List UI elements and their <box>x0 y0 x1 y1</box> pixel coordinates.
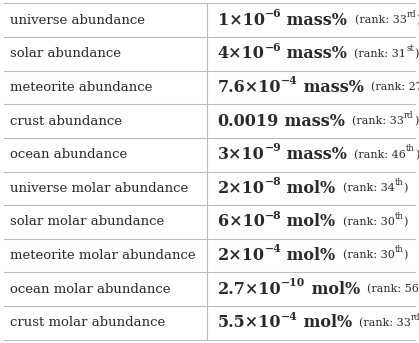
Text: meteorite abundance: meteorite abundance <box>10 81 153 94</box>
Text: th: th <box>395 178 403 187</box>
Text: solar abundance: solar abundance <box>10 47 122 60</box>
Text: mol%: mol% <box>281 180 336 197</box>
Text: −6: −6 <box>264 42 281 52</box>
Text: mol%: mol% <box>281 247 336 264</box>
Text: ocean molar abundance: ocean molar abundance <box>10 283 171 296</box>
Text: 2×10: 2×10 <box>218 180 265 197</box>
Text: (rank: 46: (rank: 46 <box>354 150 406 160</box>
Text: −8: −8 <box>265 176 281 187</box>
Text: rd: rd <box>404 111 414 120</box>
Text: mol%: mol% <box>305 281 360 298</box>
Text: 4×10: 4×10 <box>218 45 264 62</box>
Text: ): ) <box>415 150 419 160</box>
Text: mass%: mass% <box>281 12 347 29</box>
Text: ): ) <box>416 15 419 25</box>
Text: (rank: 33: (rank: 33 <box>352 116 404 126</box>
Text: 6×10: 6×10 <box>218 213 264 230</box>
Text: ocean abundance: ocean abundance <box>10 148 128 161</box>
Text: −8: −8 <box>264 210 281 221</box>
Text: rd: rd <box>411 312 419 321</box>
Text: crust molar abundance: crust molar abundance <box>10 316 166 329</box>
Text: st: st <box>406 44 414 52</box>
Text: (rank: 31: (rank: 31 <box>354 49 406 59</box>
Text: mass%: mass% <box>281 146 347 163</box>
Text: ): ) <box>414 116 418 126</box>
Text: −4: −4 <box>265 243 281 254</box>
Text: (rank: 56: (rank: 56 <box>367 284 419 294</box>
Text: (rank: 33: (rank: 33 <box>360 318 411 328</box>
Text: mol%: mol% <box>298 314 352 331</box>
Text: th: th <box>395 245 403 254</box>
Text: mass%: mass% <box>279 113 345 130</box>
Text: rd: rd <box>406 10 416 19</box>
Text: 2.7×10: 2.7×10 <box>218 281 281 298</box>
Text: ): ) <box>414 49 419 59</box>
Text: 3×10: 3×10 <box>218 146 264 163</box>
Text: (rank: 30: (rank: 30 <box>343 250 395 261</box>
Text: th: th <box>395 212 403 221</box>
Text: −4: −4 <box>281 310 298 321</box>
Text: 7.6×10: 7.6×10 <box>218 79 281 96</box>
Text: −9: −9 <box>264 142 281 153</box>
Text: (rank: 27: (rank: 27 <box>371 82 419 93</box>
Text: mass%: mass% <box>298 79 364 96</box>
Text: meteorite molar abundance: meteorite molar abundance <box>10 249 196 262</box>
Text: 1×10: 1×10 <box>218 12 265 29</box>
Text: th: th <box>406 144 415 153</box>
Text: ): ) <box>403 217 408 227</box>
Text: 5.5×10: 5.5×10 <box>218 314 281 331</box>
Text: −6: −6 <box>265 8 281 19</box>
Text: solar molar abundance: solar molar abundance <box>10 215 165 228</box>
Text: mass%: mass% <box>281 45 347 62</box>
Text: ): ) <box>403 250 408 261</box>
Text: (rank: 34: (rank: 34 <box>343 183 395 193</box>
Text: (rank: 33: (rank: 33 <box>354 15 406 25</box>
Text: universe abundance: universe abundance <box>10 14 145 27</box>
Text: −10: −10 <box>281 277 305 288</box>
Text: universe molar abundance: universe molar abundance <box>10 182 189 195</box>
Text: mol%: mol% <box>281 213 335 230</box>
Text: crust abundance: crust abundance <box>10 115 122 128</box>
Text: (rank: 30: (rank: 30 <box>343 217 395 227</box>
Text: 0.0019: 0.0019 <box>218 113 279 130</box>
Text: −4: −4 <box>281 75 298 86</box>
Text: ): ) <box>403 183 408 193</box>
Text: 2×10: 2×10 <box>218 247 265 264</box>
